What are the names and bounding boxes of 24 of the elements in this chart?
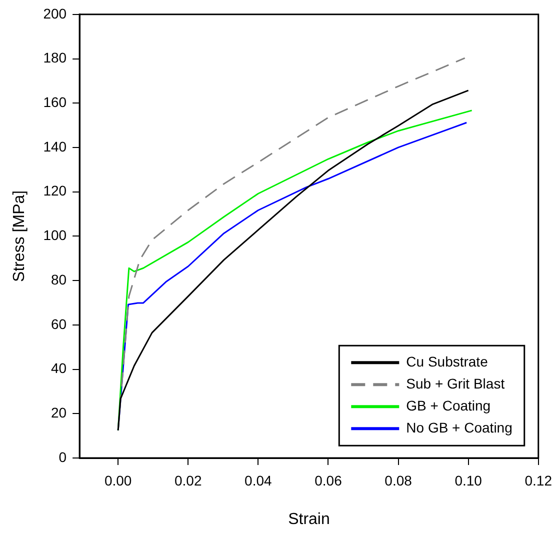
x-tick-label: 0.06	[314, 472, 342, 488]
y-tick-label: 140	[43, 138, 67, 154]
y-tick-label: 80	[50, 271, 67, 288]
x-tick-label: 0.08	[384, 472, 412, 488]
y-tick-label: 60	[50, 316, 67, 332]
x-tick-label: 0.04	[244, 472, 272, 488]
legend-label: Sub + Grit Blast	[406, 375, 505, 392]
x-tick-label: 0.00	[104, 472, 132, 488]
y-tick-label: 40	[50, 360, 67, 376]
y-tick-label: 120	[43, 182, 67, 199]
legend-label: No GB + Coating	[406, 419, 512, 436]
legend-label: GB + Coating	[406, 397, 491, 414]
x-tick-label: 0.02	[174, 472, 202, 488]
y-tick-label: 200	[43, 5, 67, 22]
x-tick-label: 0.10	[454, 472, 482, 488]
y-tick-label: 100	[43, 227, 67, 244]
y-tick-label: 180	[43, 50, 67, 66]
x-axis-title: Strain	[288, 510, 330, 528]
x-tick-label: 0.12	[524, 472, 552, 488]
y-tick-label: 160	[43, 94, 67, 110]
y-tick-label: 0	[58, 448, 67, 465]
y-tick-label: 20	[50, 404, 67, 420]
y-axis-title: Stress [MPa]	[11, 190, 28, 282]
legend-label: Cu Substrate	[406, 353, 488, 370]
